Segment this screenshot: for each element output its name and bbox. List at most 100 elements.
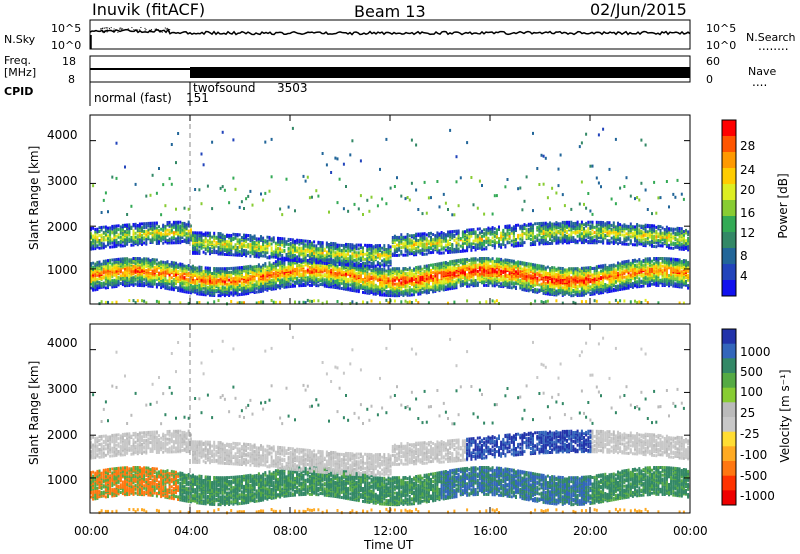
power-cell [168,223,171,227]
power-cell [264,282,267,286]
power-cell [398,242,401,246]
power-cell [287,262,290,266]
power-cell [253,252,256,256]
power-cell [447,208,449,211]
nsearch-dot [101,31,103,33]
power-cell [436,280,439,284]
power-cell [166,260,169,264]
power-cell [134,235,137,239]
power-cell [136,234,139,238]
power-cell [317,251,320,254]
power-cell [128,263,131,267]
power-cell [251,235,254,239]
power-cell [417,292,420,296]
power-cell [253,265,256,269]
power-cell [202,232,205,236]
power-cell [364,243,367,247]
power-cell [294,300,296,304]
power-cell [357,286,360,290]
power-cell [183,267,186,271]
power-cell [192,248,194,251]
power-cell [151,233,154,237]
power-cell [419,251,422,255]
power-cell [151,272,154,276]
power-cell [264,247,267,250]
power-cell [453,233,456,237]
power-cell [134,240,137,244]
power-cell [387,257,390,260]
power-cell [243,233,245,237]
power-cell [468,234,471,238]
power-cell [340,278,343,282]
power-cell [347,252,350,255]
power-cell [402,267,405,271]
power-cell [98,246,101,250]
power-cell [353,202,356,206]
power-cell [221,247,224,251]
nsearch-dot [144,30,146,32]
power-cell [374,250,377,254]
power-cell [145,257,148,261]
power-cell [124,261,126,265]
power-cell [92,265,95,269]
power-cell [107,300,109,304]
power-cell [404,253,407,257]
power-cell [406,301,409,305]
power-cell [279,239,282,243]
power-cell [332,242,335,245]
power-cell [389,245,392,249]
power-cell [438,266,441,269]
nsearch-dot [106,29,108,31]
power-cell [308,262,311,266]
power-cell [155,262,158,266]
power-cell [294,267,296,271]
power-cell [134,301,137,305]
power-cell [213,277,216,281]
power-cell [336,281,339,285]
power-cell [413,267,415,271]
power-cell [345,249,347,253]
power-cell [440,251,443,255]
power-cell [432,238,435,242]
power-cell [362,261,364,265]
power-cell [287,285,290,289]
power-cell [179,277,182,281]
power-cell [430,235,432,239]
power-cell [143,236,146,240]
power-cell [228,240,231,244]
power-cell [370,291,373,294]
power-cell [321,241,324,245]
power-cell [410,138,413,142]
power-cell [257,251,260,255]
power-cell [325,241,328,245]
power-cell [306,278,309,282]
power-cell [430,285,432,289]
power-cell [291,269,294,273]
power-cell [268,255,271,259]
power-cell [368,255,371,259]
power-cell [109,245,112,249]
power-cell [383,246,386,250]
power-cell [138,239,141,243]
power-cell [306,298,309,302]
power-cell [438,249,441,253]
power-cell [351,139,354,143]
power-cell [158,300,160,304]
power-cell [389,274,392,278]
power-cell [209,284,211,288]
power-cell [213,248,216,252]
power-cell [153,234,156,238]
power-cell [204,231,207,235]
power-cell [423,269,426,273]
power-cell [104,300,107,304]
power-cell [466,299,469,303]
power-cell [442,261,445,265]
power-cell [383,250,386,254]
power-cell [283,265,286,269]
power-cell [451,248,454,252]
power-cell [223,234,226,238]
power-cell [302,254,305,258]
power-cell [92,184,95,188]
power-cell [415,266,418,269]
